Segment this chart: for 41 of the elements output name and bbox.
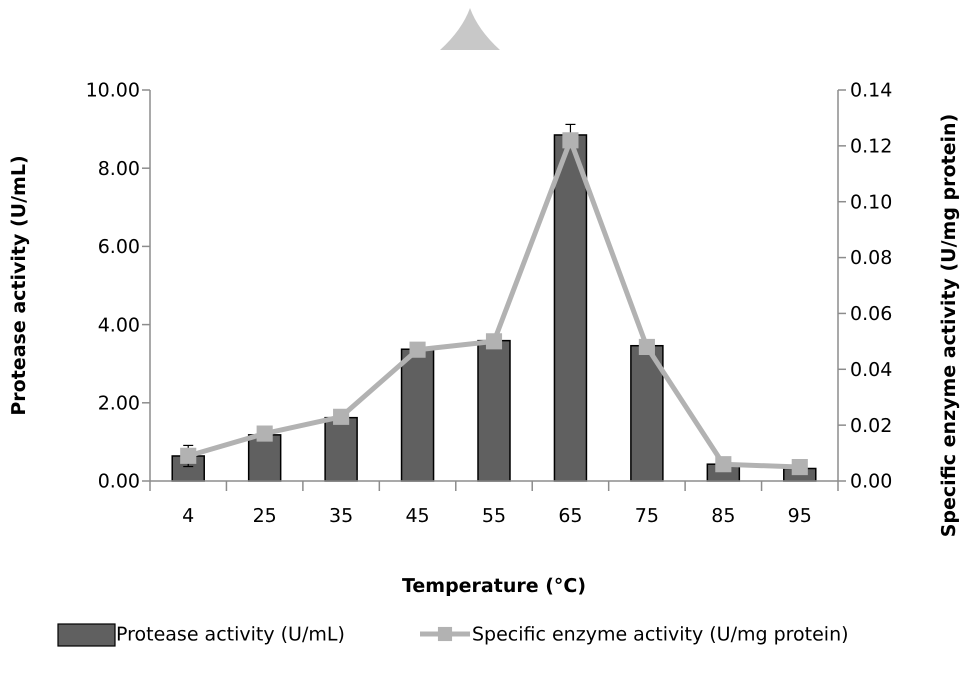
x-tick-label: 65 (558, 505, 583, 527)
y-tick-label: 2.00 (98, 392, 140, 414)
bar (324, 416, 358, 482)
point (409, 342, 426, 358)
y2-tick-label: 0.10 (850, 191, 892, 214)
y-tick-label: 8.00 (98, 158, 140, 180)
point (256, 425, 273, 442)
y-tick-label: 0.00 (98, 470, 140, 493)
point (486, 333, 502, 350)
legend-label: Specific enzyme activity (U/mg protein) (472, 624, 849, 646)
x-tick-label: 35 (329, 505, 354, 527)
y-tick-label: 4.00 (98, 314, 140, 336)
x-axis-title: Temperature (°C) (402, 575, 586, 597)
x-tick-label: 85 (711, 505, 736, 527)
bar (400, 348, 434, 482)
y2-tick-label: 0.00 (850, 470, 892, 493)
point (562, 132, 579, 148)
x-tick-label: 4 (182, 505, 194, 527)
point (792, 458, 808, 476)
y2-tick-label: 0.06 (850, 303, 892, 326)
point (638, 338, 655, 356)
bar (477, 340, 511, 482)
y-tick-label: 6.00 (98, 236, 140, 258)
x-tick-label: 45 (405, 505, 430, 527)
point (333, 408, 350, 425)
y2-tick-label: 0.08 (850, 247, 892, 270)
x-tick-label: 25 (252, 505, 277, 527)
x-tick-label: 55 (482, 505, 506, 527)
y2-tick-label: 0.04 (850, 358, 892, 381)
x-tick-label: 75 (634, 505, 659, 527)
y2-tick-label: 0.02 (850, 414, 892, 437)
bar (554, 134, 588, 482)
legend-label: Protease activity (U/mL) (116, 624, 345, 646)
bar (630, 344, 664, 482)
point (180, 448, 196, 464)
x-tick-label: 95 (788, 505, 812, 527)
y2-axis-title: Specific enzyme activity (U/mg protein) (938, 114, 960, 538)
y-tick-label: 10.00 (86, 80, 140, 102)
y2-tick-label: 0.12 (850, 136, 892, 158)
y2-tick-label: 0.14 (850, 80, 892, 102)
y-axis-title: Protease activity (U/mL) (8, 155, 30, 416)
